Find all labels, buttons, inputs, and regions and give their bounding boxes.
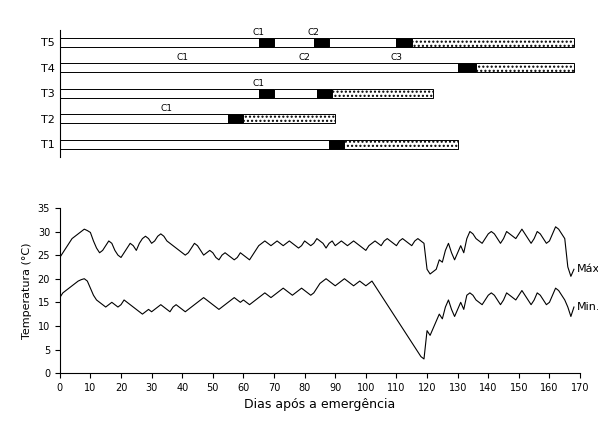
FancyBboxPatch shape bbox=[60, 89, 259, 98]
FancyBboxPatch shape bbox=[259, 89, 274, 98]
FancyBboxPatch shape bbox=[457, 63, 476, 72]
FancyBboxPatch shape bbox=[476, 63, 574, 72]
FancyBboxPatch shape bbox=[228, 114, 243, 123]
Text: C1: C1 bbox=[176, 53, 188, 62]
FancyBboxPatch shape bbox=[314, 38, 329, 47]
FancyBboxPatch shape bbox=[60, 63, 457, 72]
FancyBboxPatch shape bbox=[259, 38, 274, 47]
Y-axis label: Temperatura (°C): Temperatura (°C) bbox=[22, 242, 32, 339]
FancyBboxPatch shape bbox=[344, 139, 457, 148]
FancyBboxPatch shape bbox=[60, 114, 228, 123]
Text: C1: C1 bbox=[253, 28, 265, 36]
FancyBboxPatch shape bbox=[60, 38, 259, 47]
FancyBboxPatch shape bbox=[412, 38, 574, 47]
FancyBboxPatch shape bbox=[317, 89, 332, 98]
Text: C2: C2 bbox=[298, 53, 310, 62]
Text: C1: C1 bbox=[161, 104, 173, 113]
Text: C3: C3 bbox=[390, 53, 402, 62]
Text: C1: C1 bbox=[253, 78, 265, 87]
FancyBboxPatch shape bbox=[332, 89, 433, 98]
X-axis label: Dias após a emergência: Dias após a emergência bbox=[245, 399, 395, 411]
Text: Min.: Min. bbox=[577, 302, 598, 312]
FancyBboxPatch shape bbox=[243, 114, 335, 123]
FancyBboxPatch shape bbox=[60, 139, 329, 148]
Text: Máx.: Máx. bbox=[577, 264, 598, 274]
Text: C2: C2 bbox=[308, 28, 320, 36]
FancyBboxPatch shape bbox=[396, 38, 412, 47]
FancyBboxPatch shape bbox=[274, 38, 314, 47]
FancyBboxPatch shape bbox=[274, 89, 317, 98]
FancyBboxPatch shape bbox=[329, 38, 396, 47]
FancyBboxPatch shape bbox=[329, 139, 344, 148]
